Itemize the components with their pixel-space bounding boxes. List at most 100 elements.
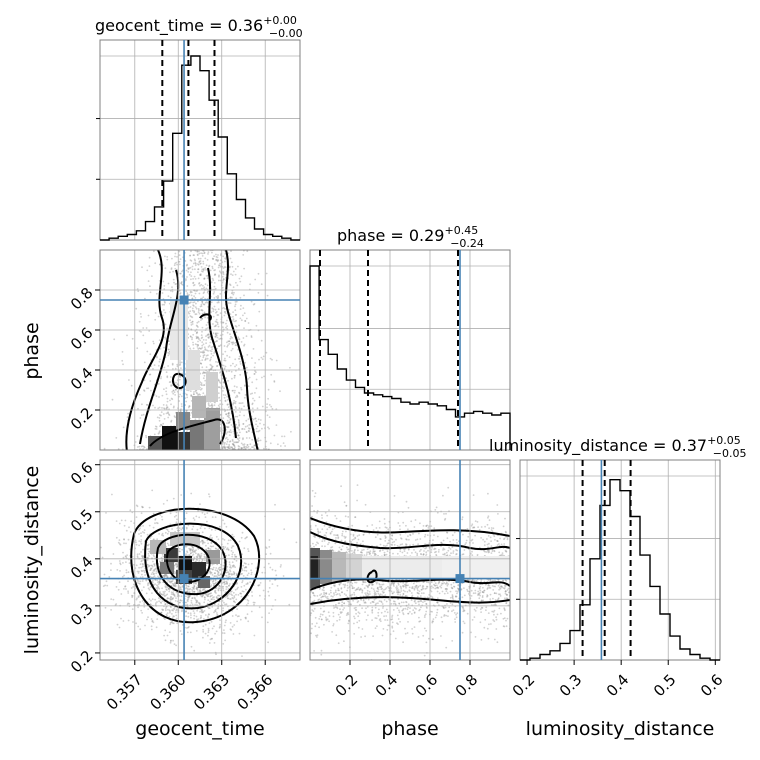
sample-point bbox=[172, 497, 175, 500]
sample-point bbox=[418, 600, 421, 603]
sample-point bbox=[230, 292, 233, 295]
sample-point bbox=[206, 512, 209, 514]
sample-point bbox=[206, 520, 208, 523]
sample-point bbox=[247, 429, 250, 432]
sample-point bbox=[244, 537, 247, 540]
sample-point bbox=[189, 335, 192, 338]
sample-point bbox=[215, 653, 217, 656]
sample-point bbox=[207, 290, 209, 293]
sample-point bbox=[462, 620, 465, 623]
sample-point bbox=[204, 559, 206, 562]
sample-point bbox=[151, 581, 154, 584]
sample-point bbox=[170, 621, 173, 624]
sample-point bbox=[142, 563, 144, 566]
sample-point bbox=[222, 548, 225, 550]
sample-point bbox=[214, 333, 217, 335]
sample-point bbox=[167, 282, 170, 285]
sample-point bbox=[195, 307, 198, 310]
sample-point bbox=[133, 604, 135, 606]
sample-point bbox=[202, 303, 205, 306]
sample-point bbox=[218, 525, 221, 528]
sample-point bbox=[233, 399, 236, 402]
sample-point bbox=[481, 591, 484, 593]
sample-point bbox=[204, 267, 207, 269]
sample-point bbox=[197, 547, 200, 550]
sample-point bbox=[169, 376, 172, 378]
sample-point bbox=[199, 257, 202, 260]
sample-point bbox=[166, 529, 169, 531]
sample-point bbox=[186, 551, 189, 554]
sample-point bbox=[207, 613, 210, 615]
sample-point bbox=[195, 337, 198, 340]
sample-point bbox=[203, 541, 206, 544]
sample-point bbox=[212, 310, 215, 313]
sample-point bbox=[210, 281, 213, 283]
sample-point bbox=[173, 405, 175, 408]
sample-point bbox=[415, 584, 418, 587]
contour-line bbox=[130, 507, 260, 624]
sample-point bbox=[214, 575, 217, 577]
sample-point bbox=[123, 588, 125, 590]
sample-point bbox=[229, 302, 232, 304]
density-body bbox=[103, 250, 292, 450]
sample-point bbox=[135, 541, 137, 544]
sample-point bbox=[229, 440, 232, 442]
sample-point bbox=[197, 340, 199, 343]
sample-point bbox=[207, 631, 210, 634]
sample-point bbox=[166, 576, 169, 578]
sample-point bbox=[137, 595, 140, 598]
sample-point bbox=[219, 399, 222, 402]
sample-point bbox=[223, 447, 226, 449]
sample-point bbox=[203, 346, 206, 349]
sample-point bbox=[200, 615, 202, 617]
sample-point bbox=[393, 495, 396, 497]
sample-point bbox=[139, 417, 142, 419]
sample-point bbox=[142, 506, 144, 509]
sample-point bbox=[224, 603, 226, 606]
sample-point bbox=[191, 316, 194, 319]
sample-point bbox=[246, 583, 249, 585]
sample-point bbox=[217, 548, 220, 550]
sample-point bbox=[168, 615, 171, 618]
sample-point bbox=[198, 602, 201, 605]
sample-point bbox=[222, 545, 225, 548]
sample-point bbox=[500, 543, 503, 546]
sample-point bbox=[214, 572, 217, 575]
sample-point bbox=[242, 437, 244, 440]
sample-point bbox=[185, 586, 188, 589]
sample-point bbox=[103, 447, 106, 450]
sample-point bbox=[196, 343, 199, 346]
sample-point bbox=[189, 310, 192, 313]
sample-point bbox=[205, 335, 207, 338]
sample-point bbox=[193, 585, 196, 588]
sample-point bbox=[212, 315, 215, 318]
sample-point bbox=[105, 580, 108, 583]
sample-point bbox=[180, 281, 183, 284]
sample-point bbox=[402, 608, 405, 610]
sample-point bbox=[222, 538, 224, 540]
sample-point bbox=[174, 571, 177, 574]
sample-point bbox=[223, 311, 226, 313]
sample-point bbox=[191, 323, 194, 325]
sample-point bbox=[235, 325, 238, 328]
sample-point bbox=[214, 608, 217, 611]
sample-point bbox=[206, 259, 209, 261]
sample-point bbox=[166, 375, 169, 378]
sample-point bbox=[115, 603, 118, 605]
sample-point bbox=[178, 588, 181, 591]
sample-point bbox=[217, 301, 220, 304]
sample-point bbox=[274, 599, 277, 601]
sample-point bbox=[208, 335, 211, 338]
sample-point bbox=[193, 301, 196, 303]
sample-point bbox=[201, 366, 204, 369]
sample-point bbox=[224, 447, 227, 450]
sample-point bbox=[375, 602, 378, 605]
sample-point bbox=[327, 543, 329, 546]
sample-point bbox=[240, 341, 243, 343]
sample-point bbox=[143, 445, 146, 448]
sample-point bbox=[229, 296, 232, 299]
sample-point bbox=[243, 344, 245, 347]
sample-point bbox=[225, 413, 228, 416]
sample-point bbox=[271, 358, 273, 361]
sample-point bbox=[207, 333, 210, 336]
